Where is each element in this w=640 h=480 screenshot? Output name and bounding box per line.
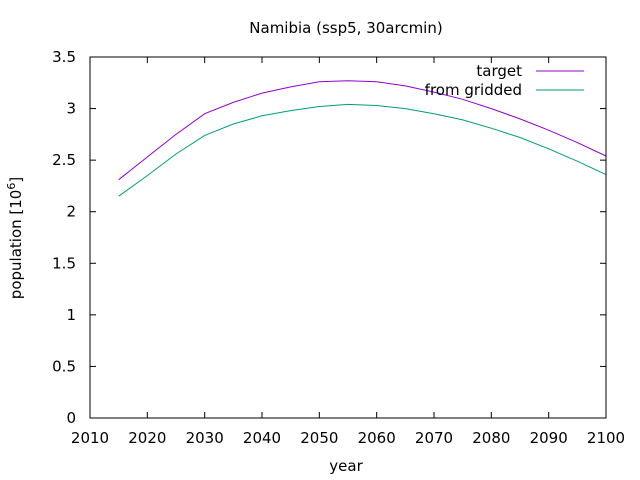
legend-label: target xyxy=(476,62,522,80)
series-line-2 xyxy=(118,103,607,197)
x-tick-label: 2060 xyxy=(358,429,396,447)
y-tick-label: 0.5 xyxy=(52,357,76,375)
y-axis-label: population [106] xyxy=(5,177,25,299)
x-tick-label: 2080 xyxy=(472,429,510,447)
y-axis-label-main: population [10 xyxy=(7,190,25,300)
series-line-1 xyxy=(118,80,607,181)
legend-label: from gridded xyxy=(425,81,522,99)
y-tick-label: 3 xyxy=(66,100,76,118)
x-tick-label: 2070 xyxy=(415,429,453,447)
x-tick-label: 2090 xyxy=(530,429,568,447)
y-tick-label: 1.5 xyxy=(52,254,76,272)
plot-area xyxy=(118,80,607,197)
x-tick-label: 2030 xyxy=(186,429,224,447)
y-tick-label: 1 xyxy=(66,306,76,324)
x-tick-label: 2100 xyxy=(587,429,625,447)
x-axis-label: year xyxy=(329,457,363,475)
x-tick-label: 2040 xyxy=(243,429,281,447)
y-axis-label-superscript: 6 xyxy=(5,183,18,190)
y-tick-label: 2.5 xyxy=(52,151,76,169)
plot-frame xyxy=(89,56,607,419)
y-tick-label: 3.5 xyxy=(52,48,76,66)
y-axis-label-close: ] xyxy=(7,177,25,183)
x-tick-label: 2010 xyxy=(71,429,109,447)
y-axis: 0 0.5 1 1.5 2 2.5 3 3.5 xyxy=(52,48,606,427)
x-tick-label: 2020 xyxy=(128,429,166,447)
chart-title: Namibia (ssp5, 30arcmin) xyxy=(249,19,442,37)
y-tick-label: 2 xyxy=(66,203,76,221)
y-tick-label: 0 xyxy=(66,409,76,427)
x-tick-label: 2050 xyxy=(300,429,338,447)
x-axis: 2010 2020 2030 2040 2050 2060 2070 2080 2090 2100 xyxy=(71,57,625,447)
